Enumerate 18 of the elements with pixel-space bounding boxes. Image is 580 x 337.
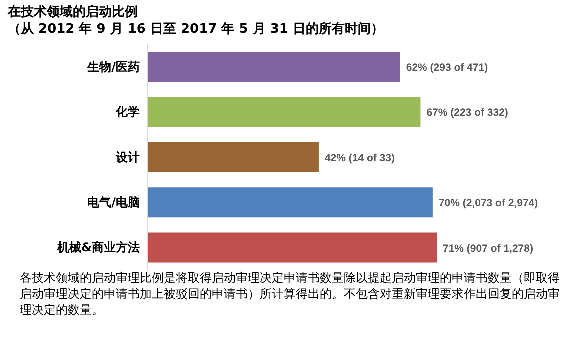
chart-title: 在技术领域的启动比例 [8, 4, 139, 21]
y-tick-label: 设计 [115, 150, 140, 164]
bar [148, 188, 433, 218]
text: 各技术领域的启动审理比例是将取得启动审理决定申请书数量除以提起启动审理的申请书数量（即取得启动审理决定的申请书加上被驳回的申请书）所计算得出的。不包含对重新审理要求作出回复的启动审理决定的数量。 [20, 270, 560, 318]
data-label: 42% (14 of 33) [324, 152, 395, 164]
data-label: 71% (907 of 1,278) [443, 242, 534, 255]
bar [148, 97, 421, 128]
y-tick-label: 生物/医药 [86, 60, 140, 74]
y-tick-label: 化学 [115, 105, 140, 120]
bar [148, 232, 437, 263]
data-label: 70% (2,073 of 2,974) [438, 198, 538, 210]
bar [148, 52, 400, 82]
data-label: 67% (223 of 332) [426, 107, 508, 120]
data-label: 62% (293 of 471) [406, 62, 488, 74]
chart-subtitle: （从 2012 年 9 月 16 日至 2017 年 5 月 31 日的所有时间） [8, 21, 385, 38]
y-tick-label: 电气/电脑 [88, 195, 140, 210]
bar [148, 142, 319, 172]
y-tick-label: 机械&商业方法 [56, 240, 140, 255]
